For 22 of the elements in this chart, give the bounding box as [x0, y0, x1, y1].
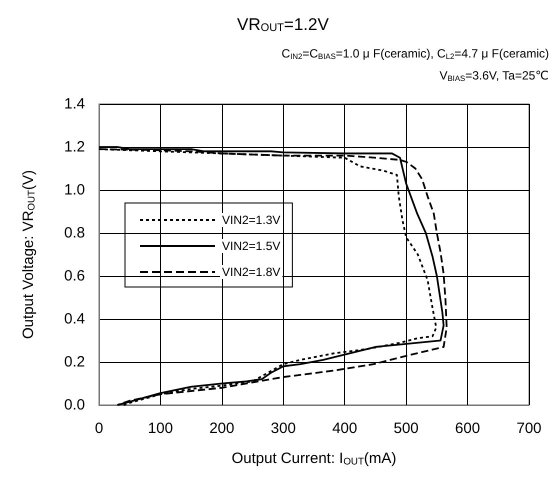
x-tick-label: 500 [394, 420, 419, 437]
x-tick-label: 100 [148, 420, 173, 437]
text: VIN2=1.5V [222, 239, 280, 253]
text: VIN2=1.8V [222, 265, 280, 279]
y-tick-label: 0.2 [64, 354, 85, 370]
y-tick-label: 1.2 [64, 138, 85, 156]
y-tick-label: 1.0 [64, 182, 85, 198]
y-tick-label: 0.6 [64, 268, 85, 284]
text: VIN2=1.3V [222, 213, 280, 227]
x-tick-label: 700 [516, 420, 542, 437]
y-tick-label: 0.0 [64, 396, 85, 414]
chart-title: VROUT=1.2V [237, 14, 330, 34]
y-axis-title: Output Voltage: VROUT(V) [20, 170, 38, 339]
y-tick-label: 1.4 [64, 96, 85, 112]
x-tick-label: 400 [332, 420, 358, 437]
x-axis-title: Output Current: IOUT(mA) [232, 450, 396, 468]
y-tick-label: 0.8 [64, 224, 85, 242]
x-tick-label: 0 [94, 420, 104, 437]
x-tick-label: 200 [209, 420, 234, 437]
x-tick-label: 600 [455, 420, 480, 437]
x-tick-label: 300 [270, 420, 296, 437]
y-tick-label: 0.4 [64, 310, 85, 328]
